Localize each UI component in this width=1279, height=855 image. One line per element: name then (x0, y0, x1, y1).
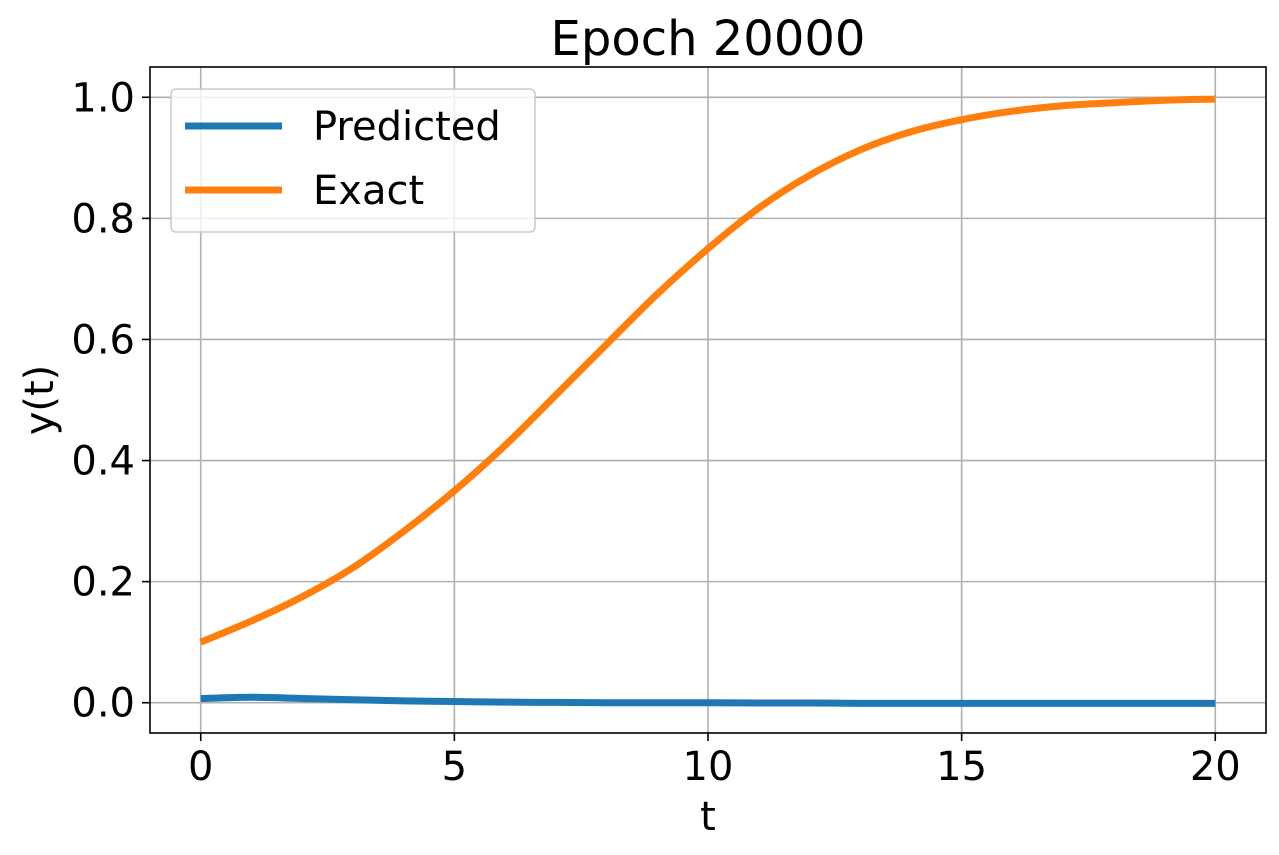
series-line-predicted (200, 693, 1216, 707)
y-tick-label: 1.0 (71, 75, 135, 121)
legend-label-predicted: Predicted (313, 104, 501, 150)
y-axis-title: y(t) (17, 365, 63, 436)
y-tick-label: 0.8 (71, 196, 135, 242)
x-axis-title: t (700, 794, 716, 840)
x-tick-label: 20 (1190, 744, 1241, 790)
y-tick-label: 0.4 (71, 439, 135, 485)
x-tick-label: 10 (683, 744, 734, 790)
x-tick-label: 5 (442, 744, 467, 790)
series-line-exact (199, 95, 1216, 646)
y-tick-label: 0.6 (71, 317, 135, 363)
axis-ticks: 0 5 10 15 20 0.0 0.2 0.4 0.6 0.8 1.0 (71, 75, 1240, 790)
chart-title: Epoch 20000 (551, 11, 866, 67)
x-tick-label: 0 (188, 744, 213, 790)
y-tick-label: 0.2 (71, 560, 135, 606)
legend: Predicted Exact (170, 88, 536, 233)
x-tick-label: 15 (936, 744, 987, 790)
y-tick-label: 0.0 (71, 681, 135, 727)
legend-label-exact: Exact (313, 168, 424, 214)
series-lines (199, 95, 1216, 707)
